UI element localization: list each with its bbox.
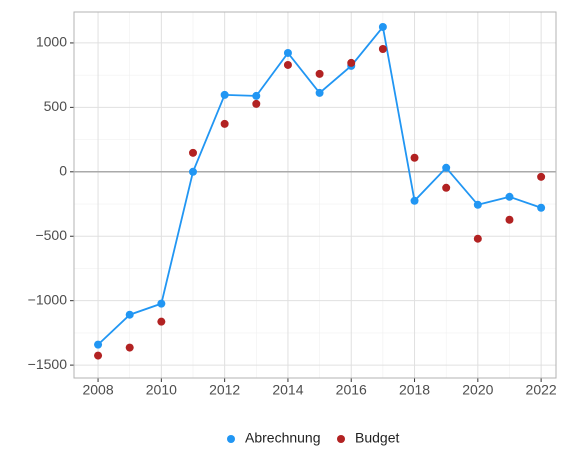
point [442,163,451,172]
point [505,215,514,224]
point [537,203,546,212]
point [410,196,419,205]
point [220,90,229,99]
point [347,58,356,67]
point [94,351,103,360]
point [442,183,451,192]
y-tick-label: 500 [44,98,68,114]
point [378,22,387,31]
point [537,172,546,181]
point [125,343,134,352]
legend-marker [337,435,345,443]
point [315,69,324,78]
point [252,91,261,100]
x-tick-label: 2014 [272,382,303,398]
point [188,148,197,157]
x-tick-label: 2008 [82,382,113,398]
point [473,200,482,209]
x-tick-label: 2020 [462,382,493,398]
x-tick-label: 2012 [209,382,240,398]
legend-label: Budget [355,430,399,446]
legend-marker [227,435,235,443]
point [283,48,292,57]
point [505,192,514,201]
point [410,153,419,162]
point [157,317,166,326]
x-tick-label: 2018 [399,382,430,398]
y-tick-label: −1000 [28,291,68,307]
legend-label: Abrechnung [245,430,321,446]
point [315,88,324,97]
point [252,99,261,108]
point [378,44,387,53]
point [125,310,134,319]
y-tick-label: 1000 [36,34,67,50]
y-tick-label: −500 [35,227,67,243]
x-tick-label: 2022 [526,382,557,398]
x-tick-label: 2010 [146,382,177,398]
point [157,299,166,308]
y-tick-label: 0 [59,163,67,179]
point [283,60,292,69]
point [94,340,103,349]
x-tick-label: 2016 [336,382,367,398]
plot-frame [73,11,557,379]
y-tick-label: −1500 [28,356,68,372]
point [220,119,229,128]
point [473,234,482,243]
point [188,167,197,176]
